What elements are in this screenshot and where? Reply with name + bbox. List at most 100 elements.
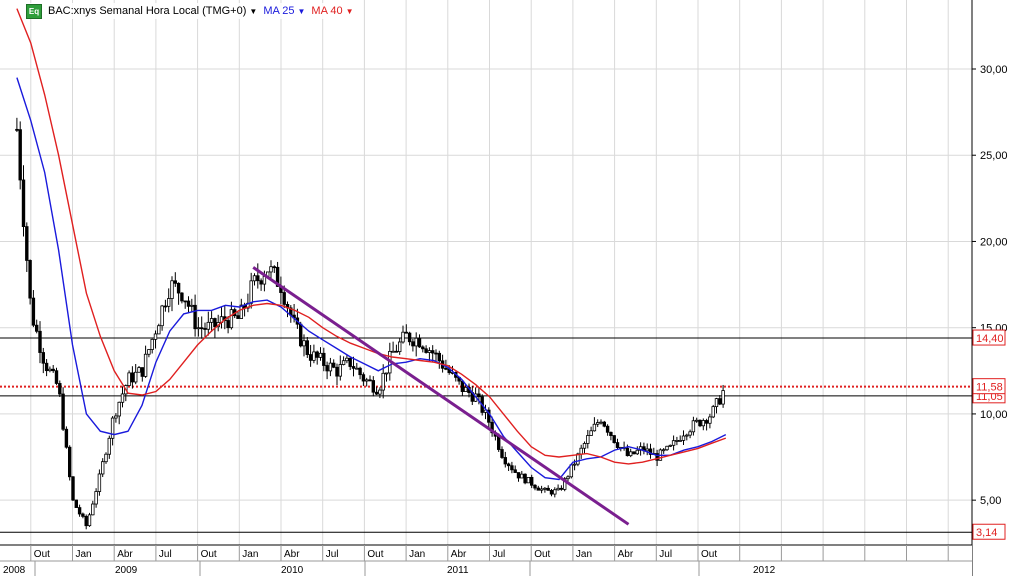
candle-up xyxy=(196,327,201,330)
year-label: 2012 xyxy=(753,565,776,576)
candle-up xyxy=(120,393,125,403)
candle-down xyxy=(226,320,230,329)
price-level-label: 11,58 xyxy=(976,382,1003,394)
candle-down xyxy=(25,226,29,261)
candle-down xyxy=(38,330,42,353)
candle-down xyxy=(84,515,88,527)
candle-up xyxy=(338,364,342,377)
candle-up xyxy=(249,280,253,304)
candle-down xyxy=(510,465,514,471)
candle-up xyxy=(206,321,210,330)
candle-down xyxy=(213,318,217,328)
caret-down-icon: ▼ xyxy=(297,6,306,16)
price-level-label: 3,14 xyxy=(976,527,997,539)
candle-down xyxy=(298,323,303,347)
candle-down xyxy=(335,366,339,377)
candle-down xyxy=(655,453,659,461)
candle-down xyxy=(530,476,534,486)
ma25-line xyxy=(16,77,727,481)
candle-down xyxy=(516,472,521,479)
candle-down xyxy=(411,341,415,347)
candle-down xyxy=(77,507,82,515)
candle-down xyxy=(193,304,197,330)
candle-down xyxy=(698,419,702,427)
ma25-selector[interactable]: MA 25 ▼ xyxy=(263,5,305,17)
x-tick-label: Jan xyxy=(242,549,258,560)
candle-up xyxy=(675,440,679,442)
candle-up xyxy=(48,368,52,372)
candle-up xyxy=(91,503,95,516)
price-level-label: 14,40 xyxy=(976,333,1004,345)
x-tick-label: Abr xyxy=(618,549,634,560)
candle-up xyxy=(157,325,161,335)
candle-down xyxy=(351,366,356,369)
candle-down xyxy=(272,266,276,269)
symbol-title: BAC:xnys Semanal Hora Local (TMG+0) xyxy=(48,5,247,17)
candle-down xyxy=(615,442,620,448)
candle-up xyxy=(539,488,544,491)
y-tick-label: 25,00 xyxy=(980,150,1008,162)
candle-down xyxy=(424,348,428,353)
candle-down xyxy=(421,346,425,350)
candle-down xyxy=(417,337,422,348)
candle-up xyxy=(190,304,194,307)
candle-down xyxy=(236,315,240,319)
candle-down xyxy=(275,266,280,287)
candle-down xyxy=(173,280,177,284)
y-tick-label: 5,00 xyxy=(980,495,1001,507)
candle-up xyxy=(150,338,154,350)
candle-up xyxy=(355,367,359,370)
candle-up xyxy=(114,415,118,419)
year-label: 2010 xyxy=(281,565,304,576)
candle-up xyxy=(635,449,639,455)
candle-down xyxy=(496,435,501,450)
candle-up xyxy=(104,453,108,463)
candle-down xyxy=(605,425,610,433)
candle-down xyxy=(259,280,263,285)
y-tick-label: 20,00 xyxy=(980,236,1008,248)
candle-up xyxy=(312,351,316,361)
candle-up xyxy=(520,473,524,479)
ma40-label: MA 40 xyxy=(311,5,343,17)
candle-down xyxy=(407,332,412,343)
candle-down xyxy=(460,380,465,392)
caret-down-icon: ▼ xyxy=(345,6,354,16)
candle-down xyxy=(500,449,504,458)
candle-down xyxy=(305,340,309,355)
candle-down xyxy=(348,357,352,367)
candle-down xyxy=(536,487,540,491)
candle-down xyxy=(315,351,319,358)
candle-up xyxy=(229,309,234,329)
x-tick-label: Jan xyxy=(76,549,92,560)
candle-down xyxy=(506,463,511,467)
y-tick-label: 10,00 xyxy=(980,409,1008,421)
symbol-selector[interactable]: BAC:xnys Semanal Hora Local (TMG+0) ▼ xyxy=(48,5,257,17)
candle-up xyxy=(695,419,699,422)
year-label: 2008 xyxy=(3,565,26,576)
candle-up xyxy=(153,333,158,340)
candle-down xyxy=(183,300,187,303)
candle-up xyxy=(569,464,573,478)
y-tick-label: 30,00 xyxy=(980,64,1008,76)
candle-down xyxy=(61,393,65,430)
candle-down xyxy=(374,391,379,395)
candle-up xyxy=(579,447,583,455)
candle-down xyxy=(325,365,329,372)
candle-down xyxy=(704,420,709,424)
candle-up xyxy=(668,444,672,447)
candle-up xyxy=(401,331,405,343)
candle-up xyxy=(94,491,98,505)
candle-up xyxy=(391,350,395,353)
candle-down xyxy=(437,352,441,362)
x-tick-label: Jul xyxy=(493,549,506,560)
candle-up xyxy=(701,420,705,427)
candle-up xyxy=(721,390,725,405)
candle-down xyxy=(186,300,191,307)
candle-up xyxy=(543,487,547,490)
ma40-selector[interactable]: MA 40 ▼ xyxy=(311,5,353,17)
trendline xyxy=(252,266,630,526)
candle-up xyxy=(681,435,686,441)
